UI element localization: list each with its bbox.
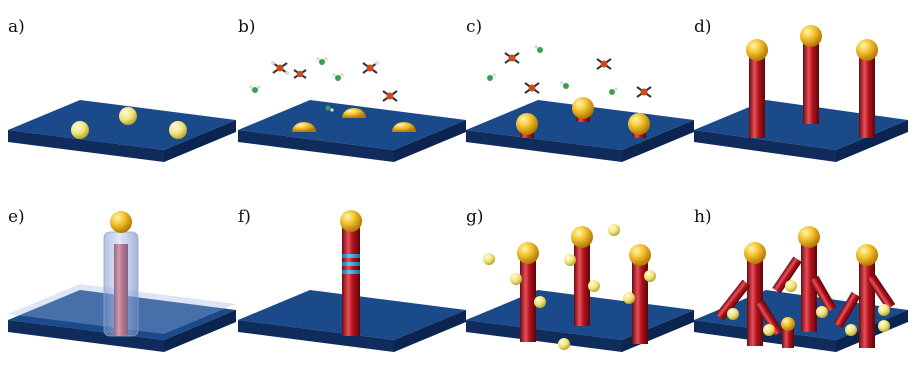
precursor-molecule [382,90,398,102]
gold-droplet [110,211,132,233]
branched-nanowire [747,256,763,346]
nanowire-branch [772,256,802,294]
gold-particle [816,306,828,318]
precursor-molecule [249,85,261,93]
panel-label-d: d) [694,17,712,37]
substrate-plate [238,100,466,162]
gold-particle [878,320,890,332]
gold-droplet [628,113,650,135]
precursor-molecule [487,73,496,81]
nanowire [574,240,590,326]
nanowire-branch [715,279,751,321]
nanowire [749,52,765,138]
gold-particle [785,280,797,292]
panel-label-f: f) [238,207,251,227]
precursor-molecule [609,87,618,95]
nanowire [342,226,360,336]
nanowire [632,258,648,344]
panel-label-c: c) [466,17,482,37]
gold-droplet [744,242,766,264]
panel-g: g) [466,207,694,352]
gold-droplet [746,39,768,61]
branched-nanowire [859,258,875,348]
precursor-molecule [271,61,289,75]
gold-droplet [292,122,316,132]
panel-e: e) [8,207,236,352]
nanowire-branch [809,275,837,313]
gold-particle [644,270,656,282]
axial-heterostructure-band [342,262,360,266]
precursor-molecule [534,45,543,53]
gold-particle [878,304,890,316]
precursor-molecule [362,61,379,74]
gold-particle [71,121,89,139]
gold-droplet [340,210,362,232]
panel-f: f) [238,207,466,352]
gold-particle [119,107,137,125]
gold-droplet [800,25,822,47]
gold-particle [564,254,576,266]
gold-droplet [392,122,416,132]
gold-particle [483,253,495,265]
precursor-molecule [560,81,569,89]
gold-droplet [342,108,366,118]
gold-droplet [781,317,795,331]
precursor-molecule [316,57,328,65]
panel-a: a) [8,17,236,162]
panel-label-a: a) [8,17,25,37]
precursor-molecule [524,82,540,94]
gold-droplet [856,244,878,266]
panel-label-e: e) [8,207,25,227]
precursor-molecule [332,73,344,81]
gold-droplet [572,97,594,119]
gold-particle [588,280,600,292]
gold-particle [534,296,546,308]
panel-label-g: g) [466,207,484,227]
gold-droplet [516,113,538,135]
panel-c: c) [466,17,694,162]
substrate-plate [694,100,908,162]
precursor-molecule [504,52,520,64]
precursor-molecule [293,69,307,79]
panel-label-b: b) [238,17,256,37]
nanowire [803,38,819,124]
gold-particle [727,308,739,320]
gold-droplet [517,242,539,264]
gold-particle [558,338,570,350]
axial-heterostructure-band [342,254,360,258]
core-shell [103,231,139,337]
gold-particle [623,292,635,304]
gold-droplet [798,226,820,248]
gold-particle [169,121,187,139]
gold-droplet [629,244,651,266]
axial-heterostructure-band [342,270,360,274]
precursor-molecule [596,58,612,70]
panel-label-h: h) [694,207,712,227]
panel-d: d) [694,17,908,162]
nanowire-branch [755,300,783,336]
nanowire [520,256,536,342]
gold-particle [608,224,620,236]
branched-nanowire [801,240,817,332]
panel-b: b) [238,17,466,162]
gold-particle [845,324,857,336]
nanowire [859,52,875,138]
gold-droplet [856,39,878,61]
precursor-molecule [325,105,334,112]
gold-particle [763,324,775,336]
nanowire-stub [782,326,794,348]
nanowire-branch [833,291,861,329]
gold-droplet [571,226,593,248]
panel-h: h) [694,207,908,352]
nanowire-branch [866,274,896,310]
precursor-molecule [636,86,652,98]
gold-particle [510,273,522,285]
